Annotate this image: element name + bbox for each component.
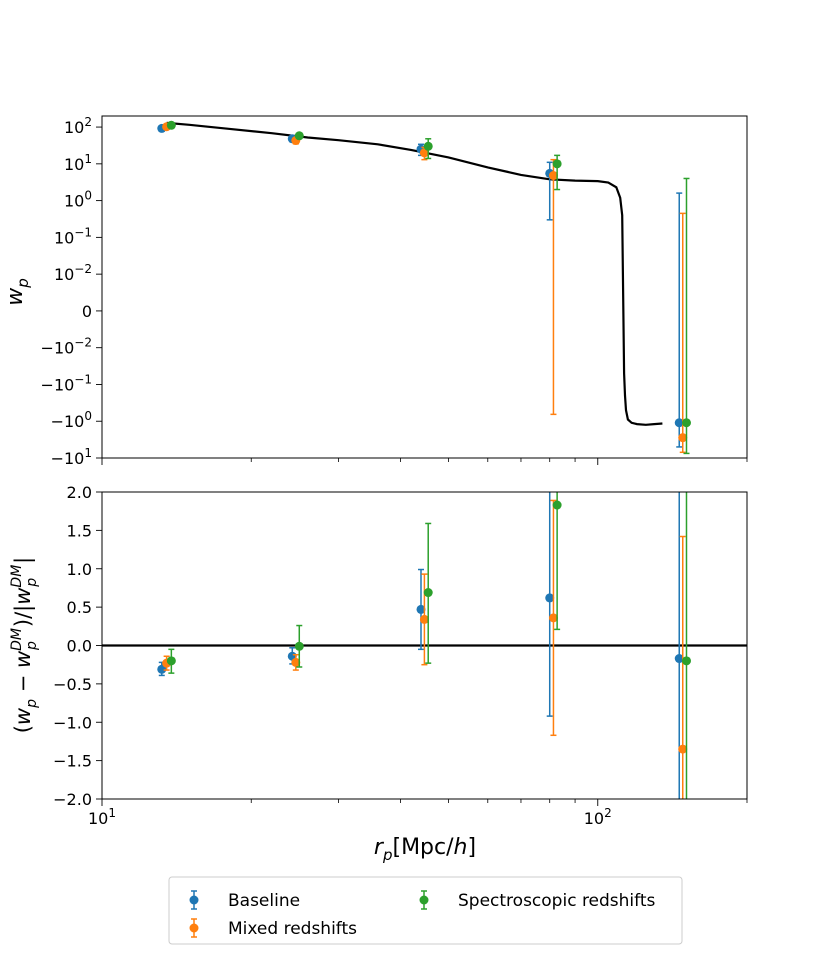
top-spectroscopic-redshifts-point (681, 418, 691, 428)
bottom-y-tick-label: −1.5 (53, 752, 92, 771)
top-y-tick-label: 101 (64, 152, 92, 174)
bottom-y-tick-label: 0.5 (67, 598, 92, 617)
top-y-tick-label: 0 (82, 302, 92, 321)
top-spectroscopic-redshifts-point (294, 131, 304, 141)
bottom-mixed-redshifts-point (419, 614, 429, 624)
bottom-y-tick-label: 2.0 (67, 483, 92, 502)
bottom-mixed-redshifts-point (291, 657, 301, 667)
bottom-spectroscopic-redshifts-point (681, 656, 691, 666)
x-axis-label: rp[Mpc/h] (374, 835, 476, 864)
top-axes-frame (101, 115, 748, 459)
top-y-tick-label: −101 (51, 446, 92, 468)
bottom-ylabel: (wp − wDMp)/|wDMp| (9, 557, 40, 734)
top-spectroscopic-redshifts-point (423, 141, 433, 151)
legend-frame (168, 876, 683, 945)
bottom-y-tick-label: −2.0 (53, 790, 92, 809)
top-y-tick-label: −10−1 (41, 372, 92, 394)
bottom-y-tick-label: 1.0 (67, 560, 92, 579)
top-y-tick-label: −100 (51, 409, 92, 431)
top-spectroscopic-redshifts-point (552, 159, 562, 169)
legend-spectroscopic-redshifts-marker (419, 895, 429, 905)
bottom-y-tick-label: 1.5 (67, 521, 92, 540)
bottom-y-tick-label: 0.0 (67, 637, 92, 656)
bottom-mixed-redshifts-point (678, 744, 688, 754)
top-y-tick-label: −10−2 (41, 336, 92, 358)
top-model-curve (166, 121, 663, 426)
top-panel: 102 101 100 10−1 10−2 0 −10−2 −10−1 −100 −101 (41, 115, 748, 468)
legend-baseline-marker (189, 895, 199, 905)
bottom-axes-frame (101, 491, 748, 800)
legend-spectroscopic-redshifts-label: Spectroscopic redshifts (458, 891, 656, 911)
bottom-y-tick-label: −0.5 (53, 675, 92, 694)
bottom-mixed-redshifts-point (548, 613, 558, 623)
x-tick-label: 102 (584, 806, 612, 828)
legend-baseline-label: Baseline (228, 891, 300, 911)
x-tick-label: 101 (88, 806, 116, 828)
bottom-spectroscopic-redshifts-point (294, 641, 304, 651)
legend-mixed-redshifts-label: Mixed redshifts (228, 919, 357, 939)
bottom-spectroscopic-redshifts-point (166, 656, 176, 666)
top-y-tick-label: 10−1 (54, 225, 92, 247)
bottom-spectroscopic-redshifts-point (423, 588, 433, 598)
bottom-baseline-point (157, 664, 167, 674)
top-baseline-point (674, 418, 684, 428)
top-y-tick-label: 10−2 (54, 262, 92, 284)
bottom-y-tick-label: −1.0 (53, 713, 92, 732)
bottom-baseline-point (674, 654, 684, 664)
top-ylabel: wp (3, 278, 32, 306)
top-mixed-redshifts-point (678, 433, 688, 443)
top-spectroscopic-redshifts-point (166, 120, 176, 130)
bottom-baseline-point (416, 604, 426, 614)
top-y-tick-label: 102 (64, 115, 92, 137)
bottom-baseline-point (545, 593, 555, 603)
top-y-tick-label: 100 (64, 189, 92, 211)
top-mixed-redshifts-point (548, 171, 558, 181)
legend-mixed-redshifts-marker (189, 923, 199, 933)
top-mixed-redshifts-point (419, 148, 429, 158)
bottom-spectroscopic-redshifts-point (552, 500, 562, 510)
legend: Baseline Mixed redshifts Spectroscopic red… (168, 876, 683, 945)
